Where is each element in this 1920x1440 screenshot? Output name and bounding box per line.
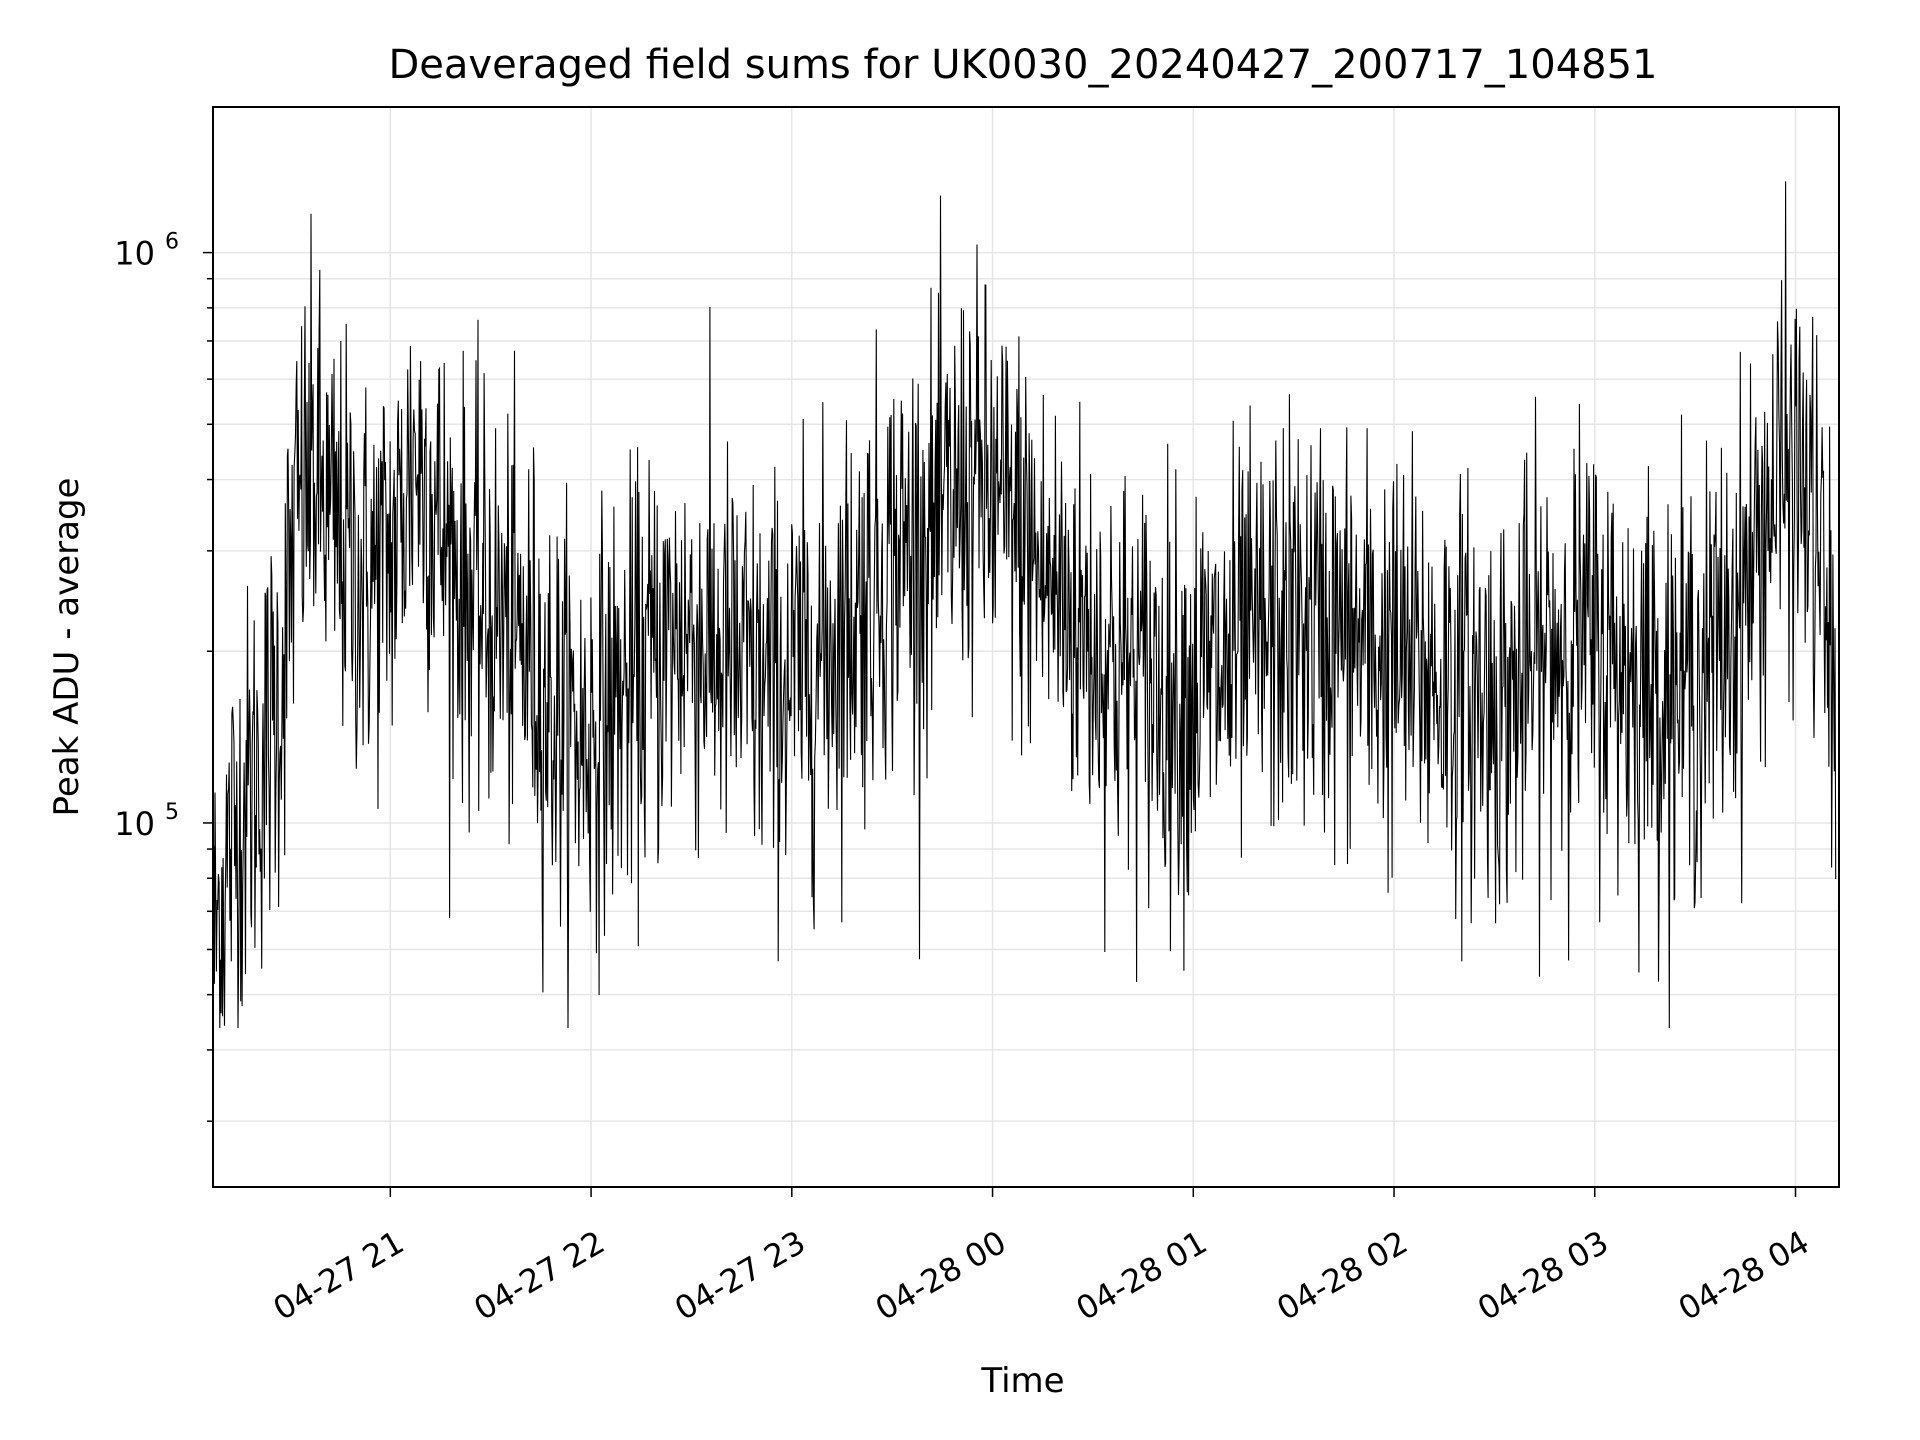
y-tick-label-exponent: 6: [165, 230, 179, 255]
y-tick-label: 10: [114, 805, 155, 843]
x-axis-label: Time: [980, 1361, 1064, 1401]
series-line: [212, 181, 1837, 1029]
series-group: [212, 181, 1837, 1029]
y-tick-label-exponent: 5: [165, 800, 179, 825]
plot-frame: [212, 106, 1840, 1188]
y-tick-label: 10: [114, 235, 155, 273]
y-axis-label: Peak ADU - average: [47, 478, 87, 817]
chart-title: Deaveraged field sums for UK0030_2024042…: [388, 42, 1657, 88]
y-axis: 10 5 10 6: [114, 230, 213, 1122]
